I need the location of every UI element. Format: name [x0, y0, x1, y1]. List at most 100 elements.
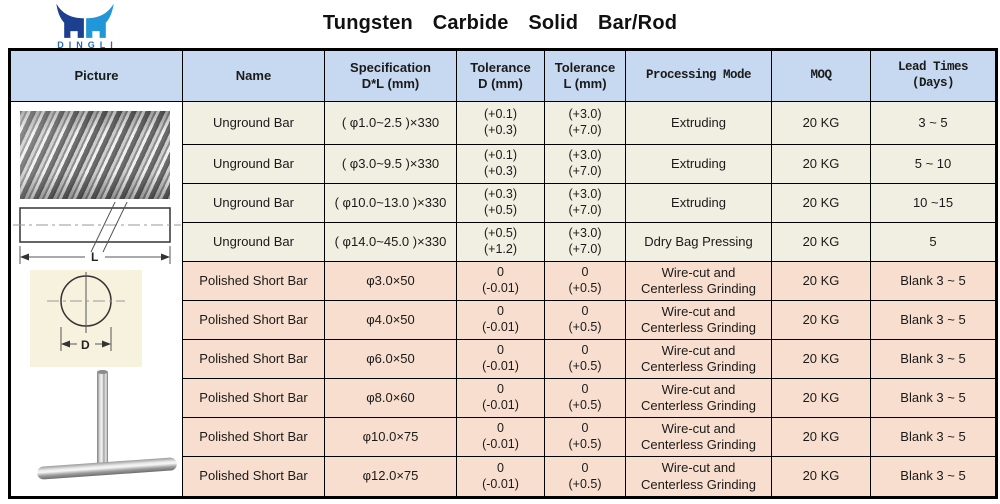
processing-mode-cell: Extruding: [626, 102, 772, 144]
table-row: Polished Short Bar φ8.0×60 0 (-0.01) 0 (…: [183, 379, 995, 418]
specification-cell: ( φ3.0~9.5 )×330: [325, 145, 457, 183]
processing-mode-cell: Wire-cut and Centerless Grinding: [626, 457, 772, 496]
table-body-rows: Unground Bar ( φ1.0~2.5 )×330 (+0.1) (+0…: [183, 102, 995, 496]
processing-mode-cell: Extruding: [626, 184, 772, 222]
processing-mode-cell: Wire-cut and Centerless Grinding: [626, 379, 772, 417]
moq-cell: 20 KG: [772, 418, 871, 456]
lead-times-cell: Blank 3 ~ 5: [900, 272, 966, 288]
moq-cell: 20 KG: [772, 102, 871, 144]
bar-cross-section-panel: D: [30, 270, 142, 367]
lead-times-cell: Blank 3 ~ 5: [900, 428, 966, 444]
name-cell: Polished Short Bar: [183, 301, 325, 339]
tolerance-l-cell: 0 (+0.5): [545, 379, 626, 417]
product-table: Picture Name Specification D*L (mm) Tole…: [8, 48, 998, 499]
processing-mode-cell: Wire-cut and Centerless Grinding: [626, 262, 772, 300]
moq-cell: 20 KG: [772, 340, 871, 378]
picture-cell: L D: [11, 102, 183, 496]
tolerance-l-cell: (+3.0) (+7.0): [545, 145, 626, 183]
table-row: Polished Short Bar φ10.0×75 0 (-0.01) 0 …: [183, 418, 995, 457]
svg-text:D: D: [81, 338, 90, 352]
tolerance-d-cell: (+0.1) (+0.3): [457, 102, 545, 144]
specification-cell: ( φ10.0~13.0 )×330: [325, 184, 457, 222]
name-cell: Polished Short Bar: [183, 340, 325, 378]
table-row: Unground Bar ( φ10.0~13.0 )×330 (+0.3) (…: [183, 184, 995, 223]
tolerance-d-cell: 0 (-0.01): [457, 262, 545, 300]
header-tolerance-l: Tolerance L (mm): [545, 51, 626, 101]
header-tolerance-d: Tolerance D (mm): [457, 51, 545, 101]
header-picture: Picture: [11, 51, 183, 101]
dingli-logo-icon: [56, 3, 114, 38]
name-cell: Polished Short Bar: [183, 418, 325, 456]
header-moq: MOQ: [772, 51, 871, 101]
tungsten-bars-photo: [20, 111, 170, 199]
header-specification: Specification D*L (mm): [325, 51, 457, 101]
table-header-row: Picture Name Specification D*L (mm) Tole…: [11, 51, 995, 102]
header-name: Name: [183, 51, 325, 101]
moq-cell: 20 KG: [772, 262, 871, 300]
specification-cell: φ12.0×75: [325, 457, 457, 496]
specification-cell: φ3.0×50: [325, 262, 457, 300]
tolerance-l-cell: 0 (+0.5): [545, 301, 626, 339]
logo-text: DINGLI: [57, 40, 118, 50]
table-row: Polished Short Bar φ6.0×50 0 (-0.01) 0 (…: [183, 340, 995, 379]
tolerance-l-cell: 0 (+0.5): [545, 262, 626, 300]
table-row: Unground Bar ( φ1.0~2.5 )×330 (+0.1) (+0…: [183, 102, 995, 145]
specification-cell: ( φ1.0~2.5 )×330: [325, 102, 457, 144]
name-cell: Unground Bar: [183, 145, 325, 183]
table-body: L D: [11, 102, 995, 496]
tolerance-d-cell: (+0.5) (+1.2): [457, 223, 545, 261]
processing-mode-cell: Wire-cut and Centerless Grinding: [626, 340, 772, 378]
name-cell: Unground Bar: [183, 223, 325, 261]
lead-times-cell: Blank 3 ~ 5: [900, 311, 966, 327]
polished-rod-photo: [11, 367, 182, 496]
name-cell: Unground Bar: [183, 184, 325, 222]
bar-diameter-diagram: D: [47, 272, 125, 352]
specification-cell: φ4.0×50: [325, 301, 457, 339]
tolerance-d-cell: 0 (-0.01): [457, 418, 545, 456]
tolerance-d-cell: 0 (-0.01): [457, 457, 545, 496]
processing-mode-cell: Wire-cut and Centerless Grinding: [626, 418, 772, 456]
tolerance-l-cell: 0 (+0.5): [545, 457, 626, 496]
vertical-rod: [97, 370, 108, 473]
tolerance-l-cell: 0 (+0.5): [545, 418, 626, 456]
tolerance-l-cell: 0 (+0.5): [545, 340, 626, 378]
lead-times-cell: 5: [929, 233, 937, 249]
header-processing-mode: Processing Mode: [626, 51, 772, 101]
name-cell: Polished Short Bar: [183, 379, 325, 417]
moq-cell: 20 KG: [772, 457, 871, 496]
moq-cell: 20 KG: [772, 184, 871, 222]
name-cell: Unground Bar: [183, 102, 325, 144]
processing-mode-cell: Ddry Bag Pressing: [626, 223, 772, 261]
processing-mode-cell: Wire-cut and Centerless Grinding: [626, 301, 772, 339]
top-bar: DINGLI Tungsten Carbide Solid Bar/Rod: [0, 0, 1000, 50]
moq-cell: 20 KG: [772, 301, 871, 339]
bar-length-diagram: L: [13, 202, 181, 264]
svg-text:L: L: [91, 250, 98, 264]
page-title: Tungsten Carbide Solid Bar/Rod: [322, 12, 678, 34]
moq-cell: 20 KG: [772, 379, 871, 417]
tolerance-d-cell: (+0.3) (+0.5): [457, 184, 545, 222]
table-row: Polished Short Bar φ4.0×50 0 (-0.01) 0 (…: [183, 301, 995, 340]
brand-logo: DINGLI: [40, 3, 130, 50]
tolerance-d-cell: (+0.1) (+0.3): [457, 145, 545, 183]
tolerance-l-cell: (+3.0) (+7.0): [545, 184, 626, 222]
lead-times-cell: Blank 3 ~ 5: [900, 350, 966, 366]
table-row: Unground Bar ( φ14.0~45.0 )×330 (+0.5) (…: [183, 223, 995, 262]
specification-cell: φ10.0×75: [325, 418, 457, 456]
name-cell: Polished Short Bar: [183, 262, 325, 300]
tolerance-d-cell: 0 (-0.01): [457, 301, 545, 339]
moq-cell: 20 KG: [772, 223, 871, 261]
lead-times-cell: 3 ~ 5: [918, 114, 948, 130]
name-cell: Polished Short Bar: [183, 457, 325, 496]
table-row: Polished Short Bar φ3.0×50 0 (-0.01) 0 (…: [183, 262, 995, 301]
lead-times-cell: Blank 3 ~ 5: [900, 389, 966, 405]
table-row: Unground Bar ( φ3.0~9.5 )×330 (+0.1) (+0…: [183, 145, 995, 184]
specification-cell: φ6.0×50: [325, 340, 457, 378]
table-row: Polished Short Bar φ12.0×75 0 (-0.01) 0 …: [183, 457, 995, 496]
specification-cell: φ8.0×60: [325, 379, 457, 417]
lead-times-cell: Blank 3 ~ 5: [900, 468, 966, 484]
tolerance-d-cell: 0 (-0.01): [457, 340, 545, 378]
processing-mode-cell: Extruding: [626, 145, 772, 183]
specification-cell: ( φ14.0~45.0 )×330: [325, 223, 457, 261]
